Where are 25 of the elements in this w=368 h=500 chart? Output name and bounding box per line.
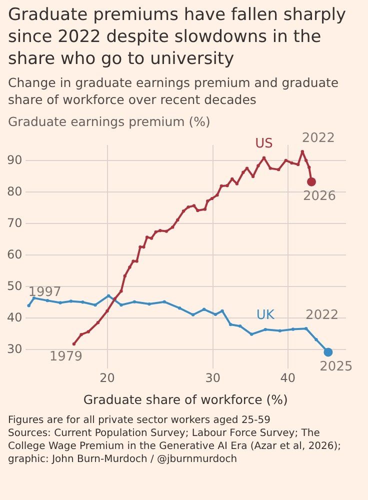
annotation: 2026 — [302, 189, 336, 204]
x-axis-title: Graduate share of workforce (%) — [83, 392, 288, 407]
y-tick-label: 70 — [6, 216, 22, 230]
annotation: 1979 — [49, 349, 83, 364]
y-tick-label: 90 — [6, 152, 22, 167]
x-tick-label: 30 — [205, 370, 221, 385]
y-tick-label: 30 — [6, 342, 22, 356]
text: Figures are for all private sector workers aged 25-59 — [8, 414, 272, 427]
x-tick-label: 20 — [100, 370, 115, 385]
series-label: UK — [256, 308, 275, 323]
chart-title: Graduate premiums have fallen sharply since 2022 despite slowdowns in the share who go to university — [8, 4, 348, 70]
annotation: 2025 — [320, 360, 353, 375]
annotation: 2022 — [302, 130, 335, 146]
annotation: 2022 — [306, 308, 339, 323]
y-tick-label: 40 — [6, 310, 22, 324]
y-axis-title: Graduate earnings premium (%) — [8, 114, 212, 129]
chart-subtitle: Change in graduate earnings premium and graduate share of workforce over recent decades — [8, 74, 340, 108]
source-note: Sources: Current Population Survey; Labour Force Survey; The College Wage Premium in the Generative AI Era (Azar et al, 2026); — [8, 427, 342, 453]
text: graphic: John Burn-Murdoch / @jburnmurdoch — [8, 453, 238, 466]
y-tick-label: 80 — [6, 184, 22, 198]
annotation: 1997 — [28, 284, 62, 300]
y-tick-label: 50 — [6, 278, 22, 293]
y-tick-label: 60 — [6, 247, 22, 262]
x-tick-label: 40 — [280, 370, 296, 385]
series-label: US — [255, 136, 273, 152]
